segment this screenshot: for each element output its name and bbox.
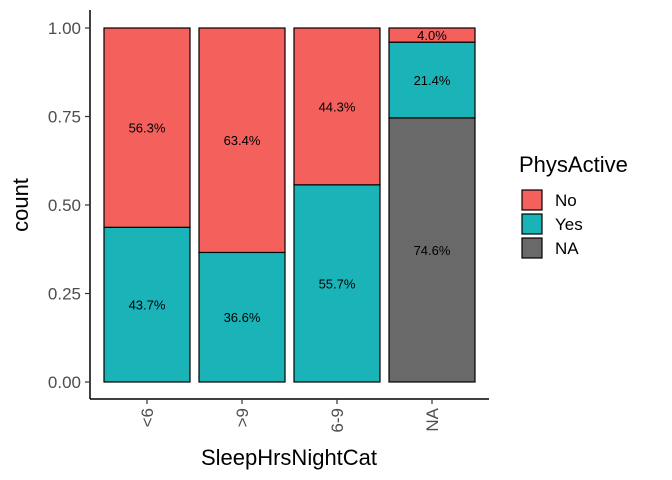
data-label-yes-2: 55.7% <box>319 276 356 291</box>
y-tick-label: 0.00 <box>48 373 81 392</box>
bar-segment-no-2 <box>293 27 381 186</box>
bar-segment-na-3 <box>388 117 476 383</box>
bar-segment-no-1 <box>198 27 286 254</box>
y-axis-title: count <box>8 178 33 232</box>
data-label-yes-1: 36.6% <box>224 310 261 325</box>
data-label-no-3: 4.0% <box>417 28 447 43</box>
legend: PhysActive No Yes NA <box>519 152 628 259</box>
legend-label-yes: Yes <box>555 215 583 234</box>
bar-segment-yes-2 <box>293 184 381 383</box>
y-tick-label: 1.00 <box>48 19 81 38</box>
legend-key-yes <box>521 213 543 235</box>
x-tick-label: <6 <box>138 408 157 427</box>
y-tick-label: 0.50 <box>48 196 81 215</box>
y-tick-label: 0.25 <box>48 285 81 304</box>
data-label-no-1: 63.4% <box>224 133 261 148</box>
x-axis-title: SleepHrsNightCat <box>201 445 377 470</box>
data-label-no-2: 44.3% <box>319 99 356 114</box>
x-tick-label: 6-9 <box>328 408 347 433</box>
data-label-yes-0: 43.7% <box>129 298 166 313</box>
legend-title: PhysActive <box>519 152 628 177</box>
legend-label-na: NA <box>555 239 579 258</box>
bar-segment-no-0 <box>103 27 191 228</box>
x-tick-label: >9 <box>233 408 252 427</box>
legend-key-na <box>521 237 543 259</box>
bars-group <box>103 27 476 383</box>
data-label-na-3: 74.6% <box>414 243 451 258</box>
bar-segment-yes-0 <box>103 226 191 383</box>
data-label-no-0: 56.3% <box>129 121 166 136</box>
x-tick-label: NA <box>423 407 442 431</box>
legend-key-no <box>521 189 543 211</box>
y-ticks-group: 0.00 0.25 0.50 0.75 1.00 <box>48 19 90 392</box>
bar-segment-yes-3 <box>388 41 476 119</box>
bar-segment-no-3 <box>388 27 476 43</box>
data-label-yes-3: 21.4% <box>414 73 451 88</box>
legend-label-no: No <box>555 191 577 210</box>
x-ticks-group: <6 >9 6-9 NA <box>138 399 442 433</box>
y-tick-label: 0.75 <box>48 108 81 127</box>
bar-labels-group: 43.7% 56.3% 36.6% 63.4% 55.7% 44.3% 74.6% 21.4%… <box>129 28 451 325</box>
